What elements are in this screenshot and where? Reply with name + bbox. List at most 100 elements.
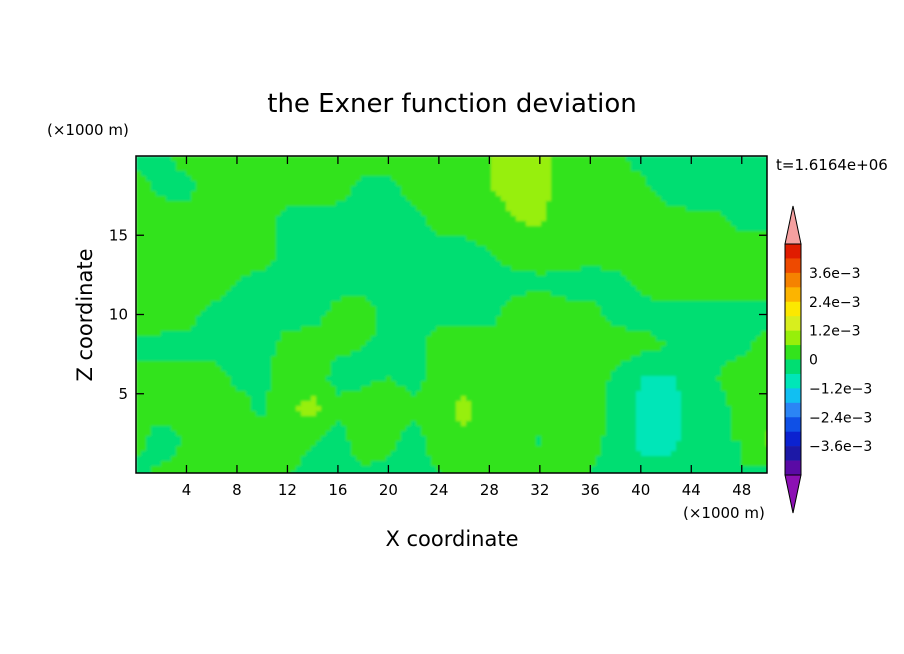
field-cell — [531, 271, 537, 277]
field-cell — [216, 156, 222, 162]
field-cell — [681, 261, 687, 267]
field-cell — [716, 241, 722, 247]
field-cell — [151, 161, 157, 167]
field-cell — [371, 181, 377, 187]
field-cell — [411, 276, 417, 282]
field-cell — [486, 231, 492, 237]
field-cell — [591, 211, 597, 217]
field-cell — [531, 216, 537, 222]
field-cell — [166, 351, 172, 357]
field-cell — [761, 196, 767, 202]
field-cell — [411, 346, 417, 352]
field-cell — [696, 191, 702, 197]
field-cell — [476, 186, 482, 192]
field-cell — [546, 181, 552, 187]
field-cell — [421, 281, 427, 287]
field-cell — [491, 311, 497, 317]
field-cell — [181, 306, 187, 312]
field-cell — [636, 236, 642, 242]
field-cell — [366, 326, 372, 332]
field-cell — [671, 201, 677, 207]
field-cell — [346, 161, 352, 167]
field-cell — [156, 306, 162, 312]
field-cell — [281, 226, 287, 232]
field-cell — [421, 216, 427, 222]
field-cell — [286, 181, 292, 187]
field-cell — [176, 181, 182, 187]
field-cell — [706, 171, 712, 177]
field-cell — [496, 331, 502, 337]
field-cell — [551, 336, 557, 342]
field-cell — [301, 286, 307, 292]
field-cell — [136, 301, 142, 307]
field-cell — [381, 296, 387, 302]
field-cell — [481, 186, 487, 192]
field-cell — [576, 256, 582, 262]
field-cell — [306, 221, 312, 227]
field-cell — [691, 201, 697, 207]
field-cell — [256, 161, 262, 167]
field-cell — [626, 221, 632, 227]
field-cell — [476, 211, 482, 217]
field-cell — [716, 286, 722, 292]
field-cell — [236, 176, 242, 182]
field-cell — [171, 341, 177, 347]
field-cell — [491, 321, 497, 327]
field-cell — [711, 261, 717, 267]
field-cell — [341, 341, 347, 347]
field-cell — [286, 236, 292, 242]
field-cell — [371, 246, 377, 252]
field-cell — [296, 331, 302, 337]
field-cell — [536, 211, 542, 217]
field-cell — [456, 331, 462, 337]
field-cell — [151, 286, 157, 292]
field-cell — [181, 226, 187, 232]
field-cell — [551, 221, 557, 227]
field-cell — [736, 286, 742, 292]
field-cell — [436, 311, 442, 317]
field-cell — [671, 176, 677, 182]
field-cell — [716, 191, 722, 197]
field-cell — [191, 241, 197, 247]
field-cell — [316, 336, 322, 342]
field-cell — [401, 196, 407, 202]
field-cell — [396, 316, 402, 322]
field-cell — [471, 241, 477, 247]
field-cell — [151, 311, 157, 317]
field-cell — [471, 196, 477, 202]
field-cell — [466, 216, 472, 222]
field-cell — [221, 346, 227, 352]
field-cell — [366, 181, 372, 187]
field-cell — [161, 231, 167, 237]
field-cell — [616, 271, 622, 277]
field-cell — [181, 296, 187, 302]
field-cell — [316, 156, 322, 162]
field-cell — [151, 226, 157, 232]
field-cell — [466, 196, 472, 202]
field-cell — [601, 156, 607, 162]
field-cell — [416, 231, 422, 237]
field-cell — [361, 266, 367, 272]
field-cell — [606, 311, 612, 317]
field-cell — [331, 171, 337, 177]
field-cell — [641, 336, 647, 342]
field-cell — [691, 241, 697, 247]
field-cell — [706, 191, 712, 197]
field-cell — [651, 326, 657, 332]
field-cell — [471, 161, 477, 167]
field-cell — [446, 156, 452, 162]
field-cell — [616, 296, 622, 302]
field-cell — [216, 266, 222, 272]
field-cell — [546, 346, 552, 352]
field-cell — [351, 326, 357, 332]
field-cell — [406, 196, 412, 202]
field-cell — [231, 191, 237, 197]
field-cell — [376, 296, 382, 302]
field-cell — [581, 301, 587, 307]
field-cell — [501, 156, 507, 162]
field-cell — [451, 156, 457, 162]
field-cell — [211, 336, 217, 342]
field-cell — [186, 266, 192, 272]
field-cell — [456, 321, 462, 327]
field-cell — [756, 316, 762, 322]
